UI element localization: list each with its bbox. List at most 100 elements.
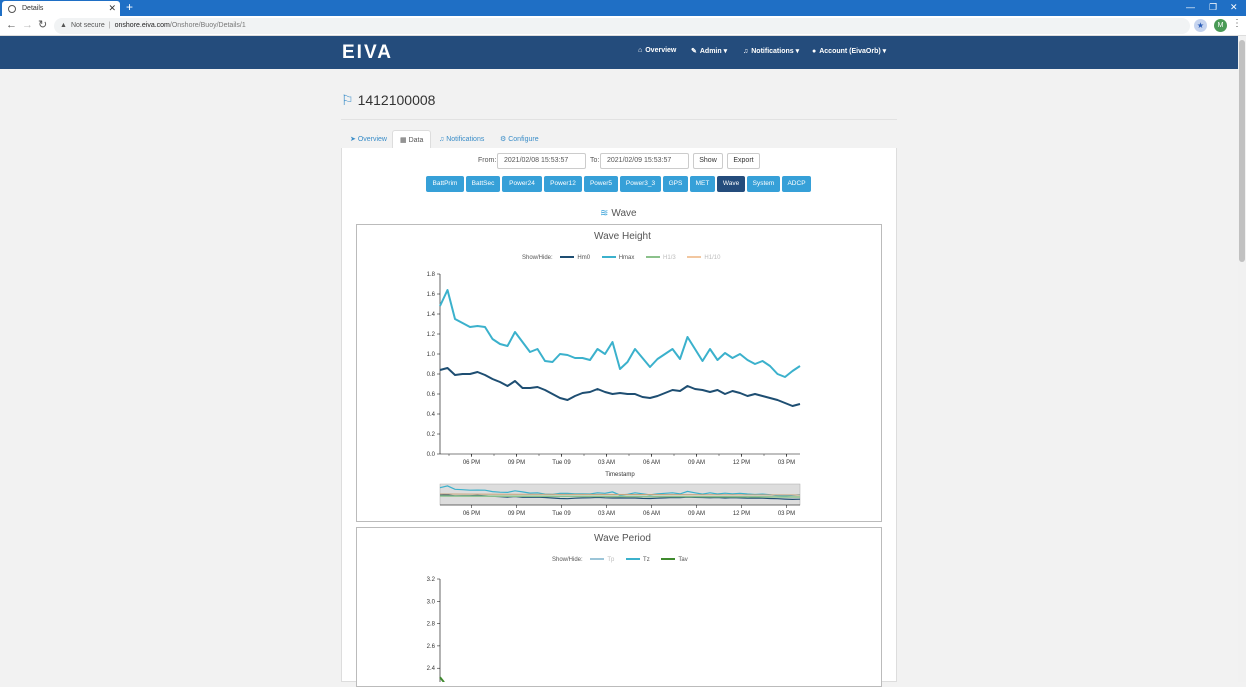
legend-hm0[interactable]: Hm0 xyxy=(577,255,591,261)
security-label: Not secure xyxy=(70,22,105,29)
y-tick-label: 2.8 xyxy=(427,622,436,628)
navigator-tick-label: 03 AM xyxy=(598,511,615,517)
navigator-line-h13 xyxy=(439,495,801,498)
wave-period-legend: Show/Hide: Tp Tz Tav xyxy=(552,557,688,563)
navigator-tick-label: 06 PM xyxy=(463,511,480,517)
nav-notifications[interactable]: ♫ Notifications ▾ xyxy=(743,48,800,55)
home-icon: ⌂ xyxy=(638,47,643,54)
navigator-tick-label: 09 PM xyxy=(508,511,525,517)
address-bar: ← → ↻ ▲ Not secure | onshore.eiva.com/Onsho… xyxy=(0,16,1246,36)
wave-period-chart xyxy=(356,527,882,687)
data-button-adcp[interactable]: ADCP xyxy=(782,176,811,192)
page-title: ⚐ 1412100008 xyxy=(341,92,436,108)
navigator-line-hmax xyxy=(439,485,801,497)
tab-configure[interactable]: ⚙ Configure xyxy=(500,136,539,143)
series-line-hm0 xyxy=(439,367,801,407)
wave-height-plot[interactable]: 0.0 0.2 0.4 0.6 0.8 1.0 1.2 1.4 1.6 1.8 06 PM 09 PM… xyxy=(356,224,882,522)
browser-menu-icon[interactable]: ⋮ xyxy=(1232,18,1242,29)
wave-height-title: Wave Height xyxy=(594,231,651,242)
scrollbar-thumb[interactable] xyxy=(1239,40,1245,262)
reload-icon[interactable]: ↻ xyxy=(38,19,48,31)
flag-icon: ⚐ xyxy=(341,92,354,108)
table-icon: ▦ xyxy=(400,137,409,144)
location-arrow-icon: ➤ xyxy=(350,136,358,143)
to-date-input[interactable]: 2021/02/09 15:53:57 xyxy=(600,153,689,169)
from-label: From: xyxy=(478,157,497,164)
nav-overview[interactable]: ⌂ Overview xyxy=(638,47,677,54)
legend-tav[interactable]: Tav xyxy=(678,557,688,563)
tab-overview[interactable]: ➤ Overview xyxy=(350,136,387,143)
forward-icon[interactable]: → xyxy=(22,19,33,31)
y-tick-label: 0.8 xyxy=(427,372,436,378)
data-button-battprim[interactable]: BattPrim xyxy=(426,176,464,192)
close-window-icon[interactable]: ✕ xyxy=(1230,2,1238,12)
close-tab-icon[interactable]: ✕ xyxy=(108,3,116,13)
tab-notifications[interactable]: ♫ Notifications xyxy=(439,136,485,143)
url-path: /Onshore/Buoy/Details/1 xyxy=(169,22,246,29)
data-button-power3-3[interactable]: Power3_3 xyxy=(620,176,661,192)
bell-icon: ♫ xyxy=(743,48,749,55)
url-host: onshore.eiva.com xyxy=(114,22,170,29)
nav-account[interactable]: ● Account (EivaOrb) ▾ xyxy=(812,48,887,55)
navigator-tick-label: Tue 09 xyxy=(552,511,571,517)
x-tick-label: 06 PM xyxy=(463,460,480,466)
page-scrollbar[interactable] xyxy=(1238,36,1246,682)
navigator-tick-label: 03 PM xyxy=(778,511,795,517)
series-line-hmax xyxy=(439,289,801,378)
back-icon[interactable]: ← xyxy=(6,19,17,31)
from-date-input[interactable]: 2021/02/08 15:53:57 xyxy=(497,153,586,169)
wave-period-plot[interactable]: 2.4 2.6 2.8 3.0 3.2 xyxy=(356,527,882,682)
data-button-battsec[interactable]: BattSec xyxy=(466,176,500,192)
section-title: ≋ Wave xyxy=(600,208,637,219)
warning-icon: ▲ xyxy=(60,22,67,29)
bell-icon: ♫ xyxy=(439,136,447,143)
bookmark-star-icon[interactable]: ★ xyxy=(1194,19,1207,32)
y-tick-label: 0.2 xyxy=(427,432,436,438)
show-button[interactable]: Show xyxy=(693,153,723,169)
to-label: To: xyxy=(590,157,600,164)
export-button[interactable]: Export xyxy=(727,153,760,169)
x-tick-label: 12 PM xyxy=(733,460,750,466)
legend-h110[interactable]: H1/10 xyxy=(704,255,721,261)
y-tick-label: 1.8 xyxy=(427,272,436,278)
tab-data[interactable]: ▦ Data xyxy=(392,130,432,149)
wave-height-legend: Show/Hide: Hm0 Hmax H1/3 H1/10 xyxy=(522,255,721,261)
browser-tab-strip: Details ✕ + — ❐ ✕ xyxy=(0,0,1246,16)
x-tick-label: 06 AM xyxy=(643,460,660,466)
y-tick-label: 1.0 xyxy=(427,352,436,358)
data-button-wave[interactable]: Wave xyxy=(717,176,745,192)
legend-tp[interactable]: Tp xyxy=(607,557,615,563)
page-tabs: ➤ Overview ▦ Data ♫ Notifications ⚙ Conf… xyxy=(341,130,897,149)
legend-h13[interactable]: H1/3 xyxy=(663,255,676,261)
series-line-tav xyxy=(439,676,445,682)
data-button-gps[interactable]: GPS xyxy=(663,176,688,192)
wrench-icon: ✎ xyxy=(691,48,697,55)
legend-tz[interactable]: Tz xyxy=(643,557,650,563)
divider xyxy=(341,119,897,120)
minimize-icon[interactable]: — xyxy=(1186,2,1195,12)
data-button-power12[interactable]: Power12 xyxy=(544,176,582,192)
nav-admin[interactable]: ✎ Admin ▾ xyxy=(691,48,728,55)
browser-tab[interactable]: Details ✕ xyxy=(2,1,120,16)
data-button-power5[interactable]: Power5 xyxy=(584,176,618,192)
restore-icon[interactable]: ❐ xyxy=(1209,2,1218,12)
data-button-met[interactable]: MET xyxy=(690,176,715,192)
y-tick-label: 1.4 xyxy=(427,312,436,318)
url-input[interactable]: ▲ Not secure | onshore.eiva.com/Onshore/Buo… xyxy=(54,18,1190,34)
y-tick-label: 0.6 xyxy=(427,392,436,398)
browser-tab-title: Details xyxy=(22,5,44,12)
navigator-line-h110 xyxy=(439,493,801,496)
legend-hmax[interactable]: Hmax xyxy=(618,255,635,261)
y-tick-label: 3.0 xyxy=(427,599,436,605)
eiva-logo[interactable]: EIVA xyxy=(342,42,393,63)
y-tick-label: 0.0 xyxy=(427,452,436,458)
new-tab-icon[interactable]: + xyxy=(126,0,134,14)
x-tick-label: 09 PM xyxy=(508,460,525,466)
x-axis-label: Timestamp xyxy=(605,472,635,478)
profile-avatar[interactable]: M xyxy=(1214,19,1227,32)
data-button-system[interactable]: System xyxy=(747,176,780,192)
x-tick-label: Tue 09 xyxy=(552,460,571,466)
data-button-power24[interactable]: Power24 xyxy=(502,176,542,192)
x-tick-label: 09 AM xyxy=(688,460,705,466)
y-tick-label: 2.4 xyxy=(427,666,436,672)
